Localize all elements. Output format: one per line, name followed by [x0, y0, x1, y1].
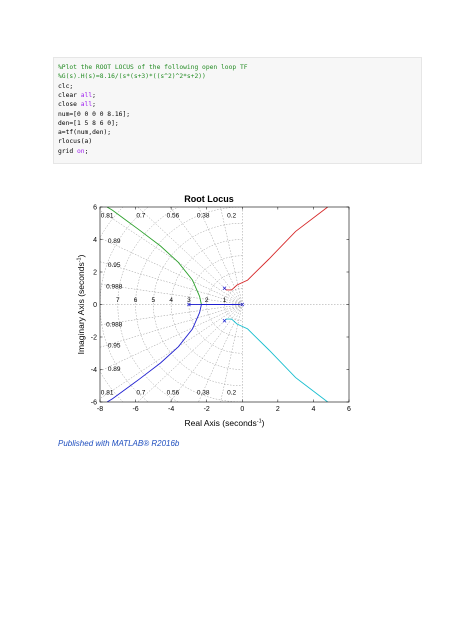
damping-label: 0.56 [167, 390, 180, 397]
damping-label: 0.89 [108, 366, 121, 373]
x-tick-label: 2 [276, 406, 280, 413]
footer-text: Published with MATLAB® R2016b [58, 439, 180, 448]
chart-title: Root Locus [184, 194, 234, 204]
damping-gridline [100, 304, 243, 372]
code-token: %Plot the ROOT LOCUS of the following op… [58, 64, 248, 71]
damping-label: 0.95 [108, 262, 121, 269]
pole-marker [187, 302, 191, 307]
damping-label: 0.38 [197, 390, 210, 397]
damping-label: 0.988 [106, 321, 123, 328]
frequency-label: 5 [152, 297, 156, 304]
damping-gridline [100, 304, 243, 399]
pole-marker [222, 286, 227, 291]
y-axis-label-text: Imaginary Axis (seconds [76, 262, 86, 354]
code-line: num=[0 0 0 0 8.16]; [58, 111, 130, 119]
code-token: den=[1 5 8 6 0]; [58, 119, 119, 127]
damping-label: 0.89 [108, 238, 121, 245]
code-line: a=tf(num,den); [58, 129, 111, 137]
y-tick-label: -2 [91, 334, 97, 341]
y-tick-label: 2 [93, 269, 97, 276]
x-axis-label-close: ) [262, 418, 265, 428]
damping-label: 0.95 [108, 343, 121, 350]
damping-label: 0.38 [197, 213, 210, 220]
code-token: close [58, 101, 81, 109]
code-line: %Plot the ROOT LOCUS of the following op… [58, 64, 248, 72]
frequency-label: 4 [169, 297, 173, 304]
frequency-gridline [188, 255, 243, 354]
code-token: ; [92, 91, 96, 99]
code-token: clear [58, 91, 81, 99]
damping-gridline [100, 210, 243, 305]
x-axis-label-text: Real Axis (seconds [184, 418, 256, 428]
frequency-label: 3 [187, 297, 191, 304]
code-token: rlocus(a) [58, 138, 93, 146]
x-axis-label: Real Axis (seconds-1) [184, 418, 264, 428]
code-line: rlocus(a) [58, 138, 92, 146]
x-tick-label: -4 [168, 406, 174, 413]
pole-marker [240, 302, 245, 307]
x-tick-label: -2 [204, 406, 210, 413]
frequency-label: 2 [205, 297, 209, 304]
damping-label: 0.56 [167, 213, 180, 220]
damping-gridline [220, 207, 243, 305]
y-axis-label-close: ) [76, 254, 86, 257]
root-locus-figure: Root Locus 0.81 0.7 0.56 0.38 0.2 0.81 0.7 0.56… [76, 194, 351, 428]
damping-label: 0.7 [136, 213, 145, 220]
locus-branch [224, 207, 328, 291]
code-token: a=tf(num,den); [58, 129, 112, 137]
damping-label: 0.81 [101, 213, 114, 220]
y-axis-label-exponent: -1 [77, 257, 83, 262]
code-token: num=[0 0 0 0 8.16]; [58, 110, 131, 118]
code-line: grid on; [58, 148, 88, 156]
frequency-label: 7 [116, 297, 120, 304]
y-tick-label: 0 [93, 302, 97, 309]
y-tick-label: -4 [91, 367, 97, 374]
code-token: all [80, 101, 93, 109]
locus-branch [224, 318, 328, 402]
y-axis-label: Imaginary Axis (seconds-1) [76, 254, 86, 354]
frequency-gridline [153, 223, 243, 386]
damping-gridline [198, 207, 243, 305]
code-token: grid [58, 147, 77, 155]
damping-label: 0.2 [227, 390, 236, 397]
frequency-gridline [224, 288, 243, 321]
x-tick-label: -6 [132, 406, 138, 413]
y-tick-label: 4 [93, 237, 97, 244]
frequency-label: 1 [223, 297, 227, 304]
damping-label: 0.988 [106, 283, 123, 290]
code-line: clear all; [58, 92, 96, 100]
locus-branch [106, 304, 202, 402]
frequency-label: 6 [134, 297, 138, 304]
code-token: all [80, 91, 93, 99]
damping-label: 0.2 [227, 213, 236, 220]
y-tick-label: 6 [93, 204, 97, 211]
damping-gridline [198, 304, 243, 402]
x-tick-label: -8 [97, 406, 103, 413]
damping-label: 0.7 [136, 390, 145, 397]
damping-gridline [100, 237, 243, 305]
code-line: close all; [58, 101, 96, 109]
code-token: ; [84, 147, 89, 155]
code-block: %Plot the ROOT LOCUS of the following op… [53, 57, 422, 164]
damping-gridline [220, 304, 243, 402]
frequency-gridline [206, 271, 243, 338]
x-tick-label: 0 [240, 406, 244, 413]
code-token: ; [92, 101, 96, 109]
pole-marker [222, 318, 227, 323]
frequency-gridline [135, 207, 243, 402]
code-token: on [76, 147, 85, 155]
code-line: den=[1 5 8 6 0]; [58, 120, 119, 128]
locus-branch [106, 207, 202, 305]
x-tick-label: 6 [347, 406, 351, 413]
code-line: %G(s).H(s)=8.16/(s*(s+3)*((s^2)^2*s+2)) [58, 73, 206, 81]
code-token: %G(s).H(s)=8.16/(s*(s+3)*((s^2)^2*s+2)) [58, 73, 206, 81]
frequency-gridline [170, 239, 243, 370]
x-axis-label-exponent: -1 [257, 419, 262, 425]
code-line: clc; [58, 83, 73, 91]
frequency-gridline [117, 207, 179, 402]
code-token: clc; [58, 82, 74, 90]
y-tick-label: -6 [91, 399, 97, 406]
damping-label: 0.81 [101, 390, 114, 397]
x-tick-label: 4 [311, 406, 315, 413]
